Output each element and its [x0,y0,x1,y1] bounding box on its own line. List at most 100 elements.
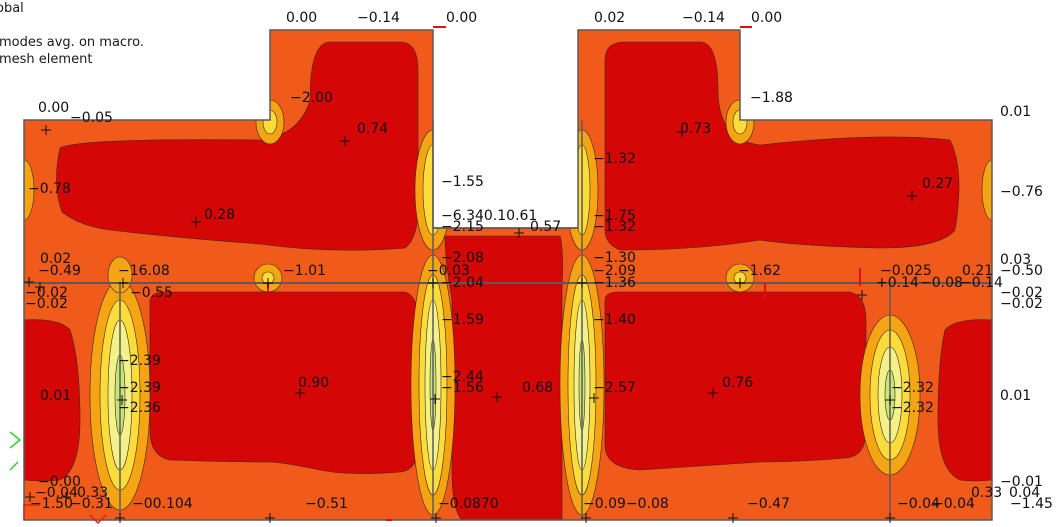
value-label: −0.03 [427,263,470,279]
result-point-marker [41,125,51,135]
result-point-marker [589,393,599,403]
value-label: 0.01 [1000,104,1031,120]
value-label: −2.39 [118,353,161,369]
value-label: 0.76 [722,375,753,391]
value-label: −0.04 [35,485,78,501]
result-point-marker [735,278,745,288]
result-point-marker [514,228,524,238]
value-label: −0.00 [38,474,81,490]
value-label: −2.44 [441,369,484,385]
result-point-marker [295,388,305,398]
result-point-marker [907,191,917,201]
result-point-marker [24,277,34,287]
result-point-marker [118,278,128,288]
value-label: −0.09−0.08 [583,496,669,512]
value-label: −0.01 [1000,474,1043,490]
axis-triad-icon [9,431,107,525]
value-label: 0.27 [922,176,953,192]
support-markers [267,26,861,521]
value-label: 0.01 [40,388,71,404]
result-point-marker [885,395,895,405]
value-label: −1.62 [738,263,781,279]
value-label: −2.04 [441,275,484,291]
result-point-marker [430,394,440,404]
result-point-marker [191,217,201,227]
result-point-marker [340,136,350,146]
value-label: −0.02 [1000,296,1043,312]
value-label: −1.30 [593,250,636,266]
value-label: −1.75 [593,208,636,224]
value-label: −0.49 [38,263,81,279]
value-label: −1.40 [593,312,636,328]
legend-line-3: modes avg. on macro. [0,35,144,50]
result-point-marker [35,282,45,292]
value-label: −16.08 [118,263,170,279]
value-label: −1.01 [283,263,326,279]
value-label: −6.340.10.61 [441,208,537,224]
value-label: −0.08 [920,275,963,291]
result-point-marker [428,278,438,288]
value-label: −2.32 [891,380,934,396]
value-label: −1.32 [593,151,636,167]
value-label: −2.09 [593,263,636,279]
value-label: 0.00 [751,10,782,26]
value-label: 0.74 [357,121,388,137]
value-label: 0.00 [38,100,69,116]
value-label: −0.31 [70,496,113,512]
value-label: 0.28 [204,207,235,223]
value-label: −0.04 [932,496,975,512]
value-label: 0.21 [962,263,993,279]
value-label: −00.104 [132,496,193,512]
value-label: −1.59 [441,312,484,328]
value-label: −0.55 [130,285,173,301]
value-label: −2.15 [441,219,484,235]
value-label: 0.01 [1000,388,1031,404]
value-label: −0.50 [1000,263,1043,279]
result-point-marker [885,513,895,523]
result-point-marker [61,492,71,502]
value-label: −0.0870 [438,496,499,512]
result-point-marker [115,513,125,523]
value-label: −0.05 [70,110,113,126]
value-label: −0.47 [747,496,790,512]
value-label: −2.32 [891,400,934,416]
value-label: −1.50 [30,496,73,512]
result-point-marker [708,388,718,398]
value-label: −0.14 [682,10,725,26]
value-label: −0.02 [25,285,68,301]
value-label: 0.73 [680,121,711,137]
result-point-marker [265,513,275,523]
value-label: 0.33 [971,485,1002,501]
value-label: 0.57 [530,219,561,235]
result-value-labels: 0.00 −0.14 0.00 0.02 −0.14 0.000.00−0.05−2.00… [25,10,1053,512]
result-point-marker [263,278,273,288]
value-label: −0.14 [960,275,1003,291]
result-point-marker [857,290,867,300]
results-legend: obal l modes avg. on macro. mesh element [0,0,144,68]
result-point-marker [25,492,35,502]
value-label: 0.90 [298,375,329,391]
value-label: −1.55 [441,174,484,190]
value-label: −0.04 [897,496,940,512]
value-label: −2.39 [118,380,161,396]
value-label: −2.00 [290,90,333,106]
wall-outline [23,29,993,521]
value-label: 0.00 [446,10,477,26]
value-label: −1.36 [593,275,636,291]
result-point-marker [577,278,587,288]
value-label: 0.04 [1009,485,1040,501]
value-label: 0.02 [40,251,71,267]
value-label: −0.51 [305,496,348,512]
value-label: −2.08 [441,250,484,266]
value-label: 0.02 [594,10,625,26]
result-point-marker [677,127,687,137]
legend-line-4: mesh element [0,52,93,67]
value-label: −0.78 [28,181,71,197]
value-label: −2.57 [593,380,636,396]
value-label: +0.14 [876,275,919,291]
value-label: −1.88 [750,90,793,106]
result-point-marker [117,395,127,405]
result-point-markers [24,125,917,523]
value-label: 0.68 [522,380,553,396]
